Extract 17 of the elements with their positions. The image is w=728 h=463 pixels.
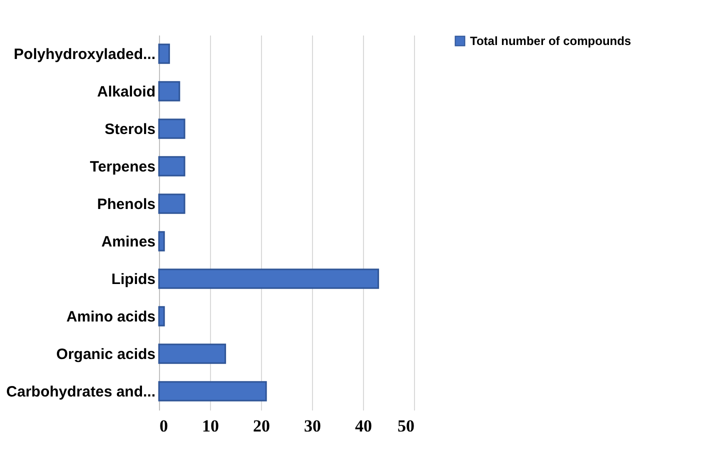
x-tick-label: 40 [355,416,372,436]
y-tick-label: Organic acids [56,346,156,363]
y-tick-label: Lipids [111,270,156,288]
x-tick-label: 20 [253,416,270,436]
y-tick-label: Polyhydroxyladed... [14,46,156,63]
y-tick-label: Amino acids [66,308,156,326]
y-tick-label: Terpenes [90,158,156,176]
y-tick-label: Carbohydrates and... [6,383,156,400]
legend-label: Total number of compounds [470,34,632,48]
y-tick-label: Phenols [97,196,156,213]
y-tick-label: Sterols [104,120,156,138]
x-tick-label: 30 [304,416,321,436]
x-tick-label: 10 [202,416,219,436]
y-tick-label: Amines [101,233,156,250]
x-tick-label: 0 [160,416,168,436]
y-tick-label: Alkaloid [97,83,156,100]
x-tick-label: 50 [398,416,414,436]
